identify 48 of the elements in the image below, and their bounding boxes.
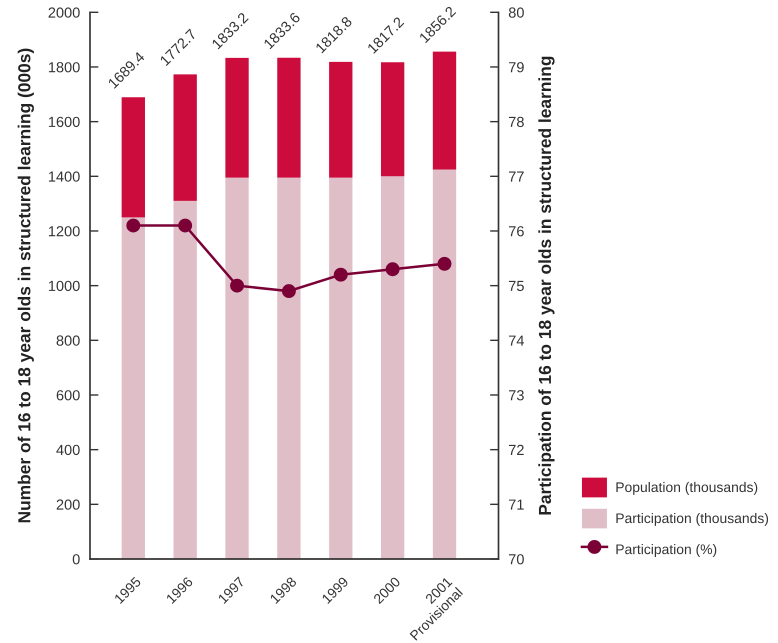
point [334,268,348,282]
y-tick-label: 1400 [48,171,80,182]
bar [380,176,404,559]
y2-tick-label: 70 [508,554,524,564]
point [126,218,140,232]
y2-tick-label: 72 [508,444,524,455]
y2-tick-label: 75 [508,280,524,292]
y2-tick-label: 76 [508,226,524,236]
y-tick-label: 1800 [48,62,80,72]
point [438,256,452,271]
bar [277,178,301,559]
bar [174,200,197,559]
point [386,262,400,276]
bar [225,178,249,559]
legend-label: Participation (thousands) [616,512,768,526]
bar [225,58,249,178]
bar [380,62,404,176]
y-tick-label: 1000 [48,280,80,292]
bar [329,178,352,559]
point [282,284,296,298]
point [230,278,244,293]
y-tick-label: 0 [72,554,80,564]
bar [122,97,145,218]
y-tick-label: 600 [56,390,80,400]
y2-tick-label: 80 [508,7,524,18]
y-tick-label: 400 [56,444,80,456]
y2-tick-label: 77 [508,172,524,182]
y2-tick-label: 74 [508,336,524,346]
bar [122,217,145,559]
legend-label: Population (thousands) [616,482,758,495]
bar [329,62,352,178]
bar [174,74,197,201]
y-axis-title: Number of 16 to 18 year olds in structured learning (000s) [18,48,34,522]
y-tick-label: 1200 [48,226,80,236]
bar [277,58,301,178]
y-tick-label: 2000 [48,7,80,18]
y-tick-label: 1600 [48,116,80,128]
legend-label: Participation (%) [616,544,716,557]
y-tick-label: 200 [56,499,80,510]
bar [432,52,456,170]
y-tick-label: 800 [56,335,80,346]
y2-tick-label: 79 [508,62,524,72]
bar [432,169,456,559]
y2-axis-title: Participation of 16 to 18 year olds in structured learning [538,56,555,515]
point [178,218,192,232]
y2-tick-label: 71 [508,500,524,510]
y2-tick-label: 78 [508,116,524,128]
y2-tick-label: 73 [508,390,524,400]
